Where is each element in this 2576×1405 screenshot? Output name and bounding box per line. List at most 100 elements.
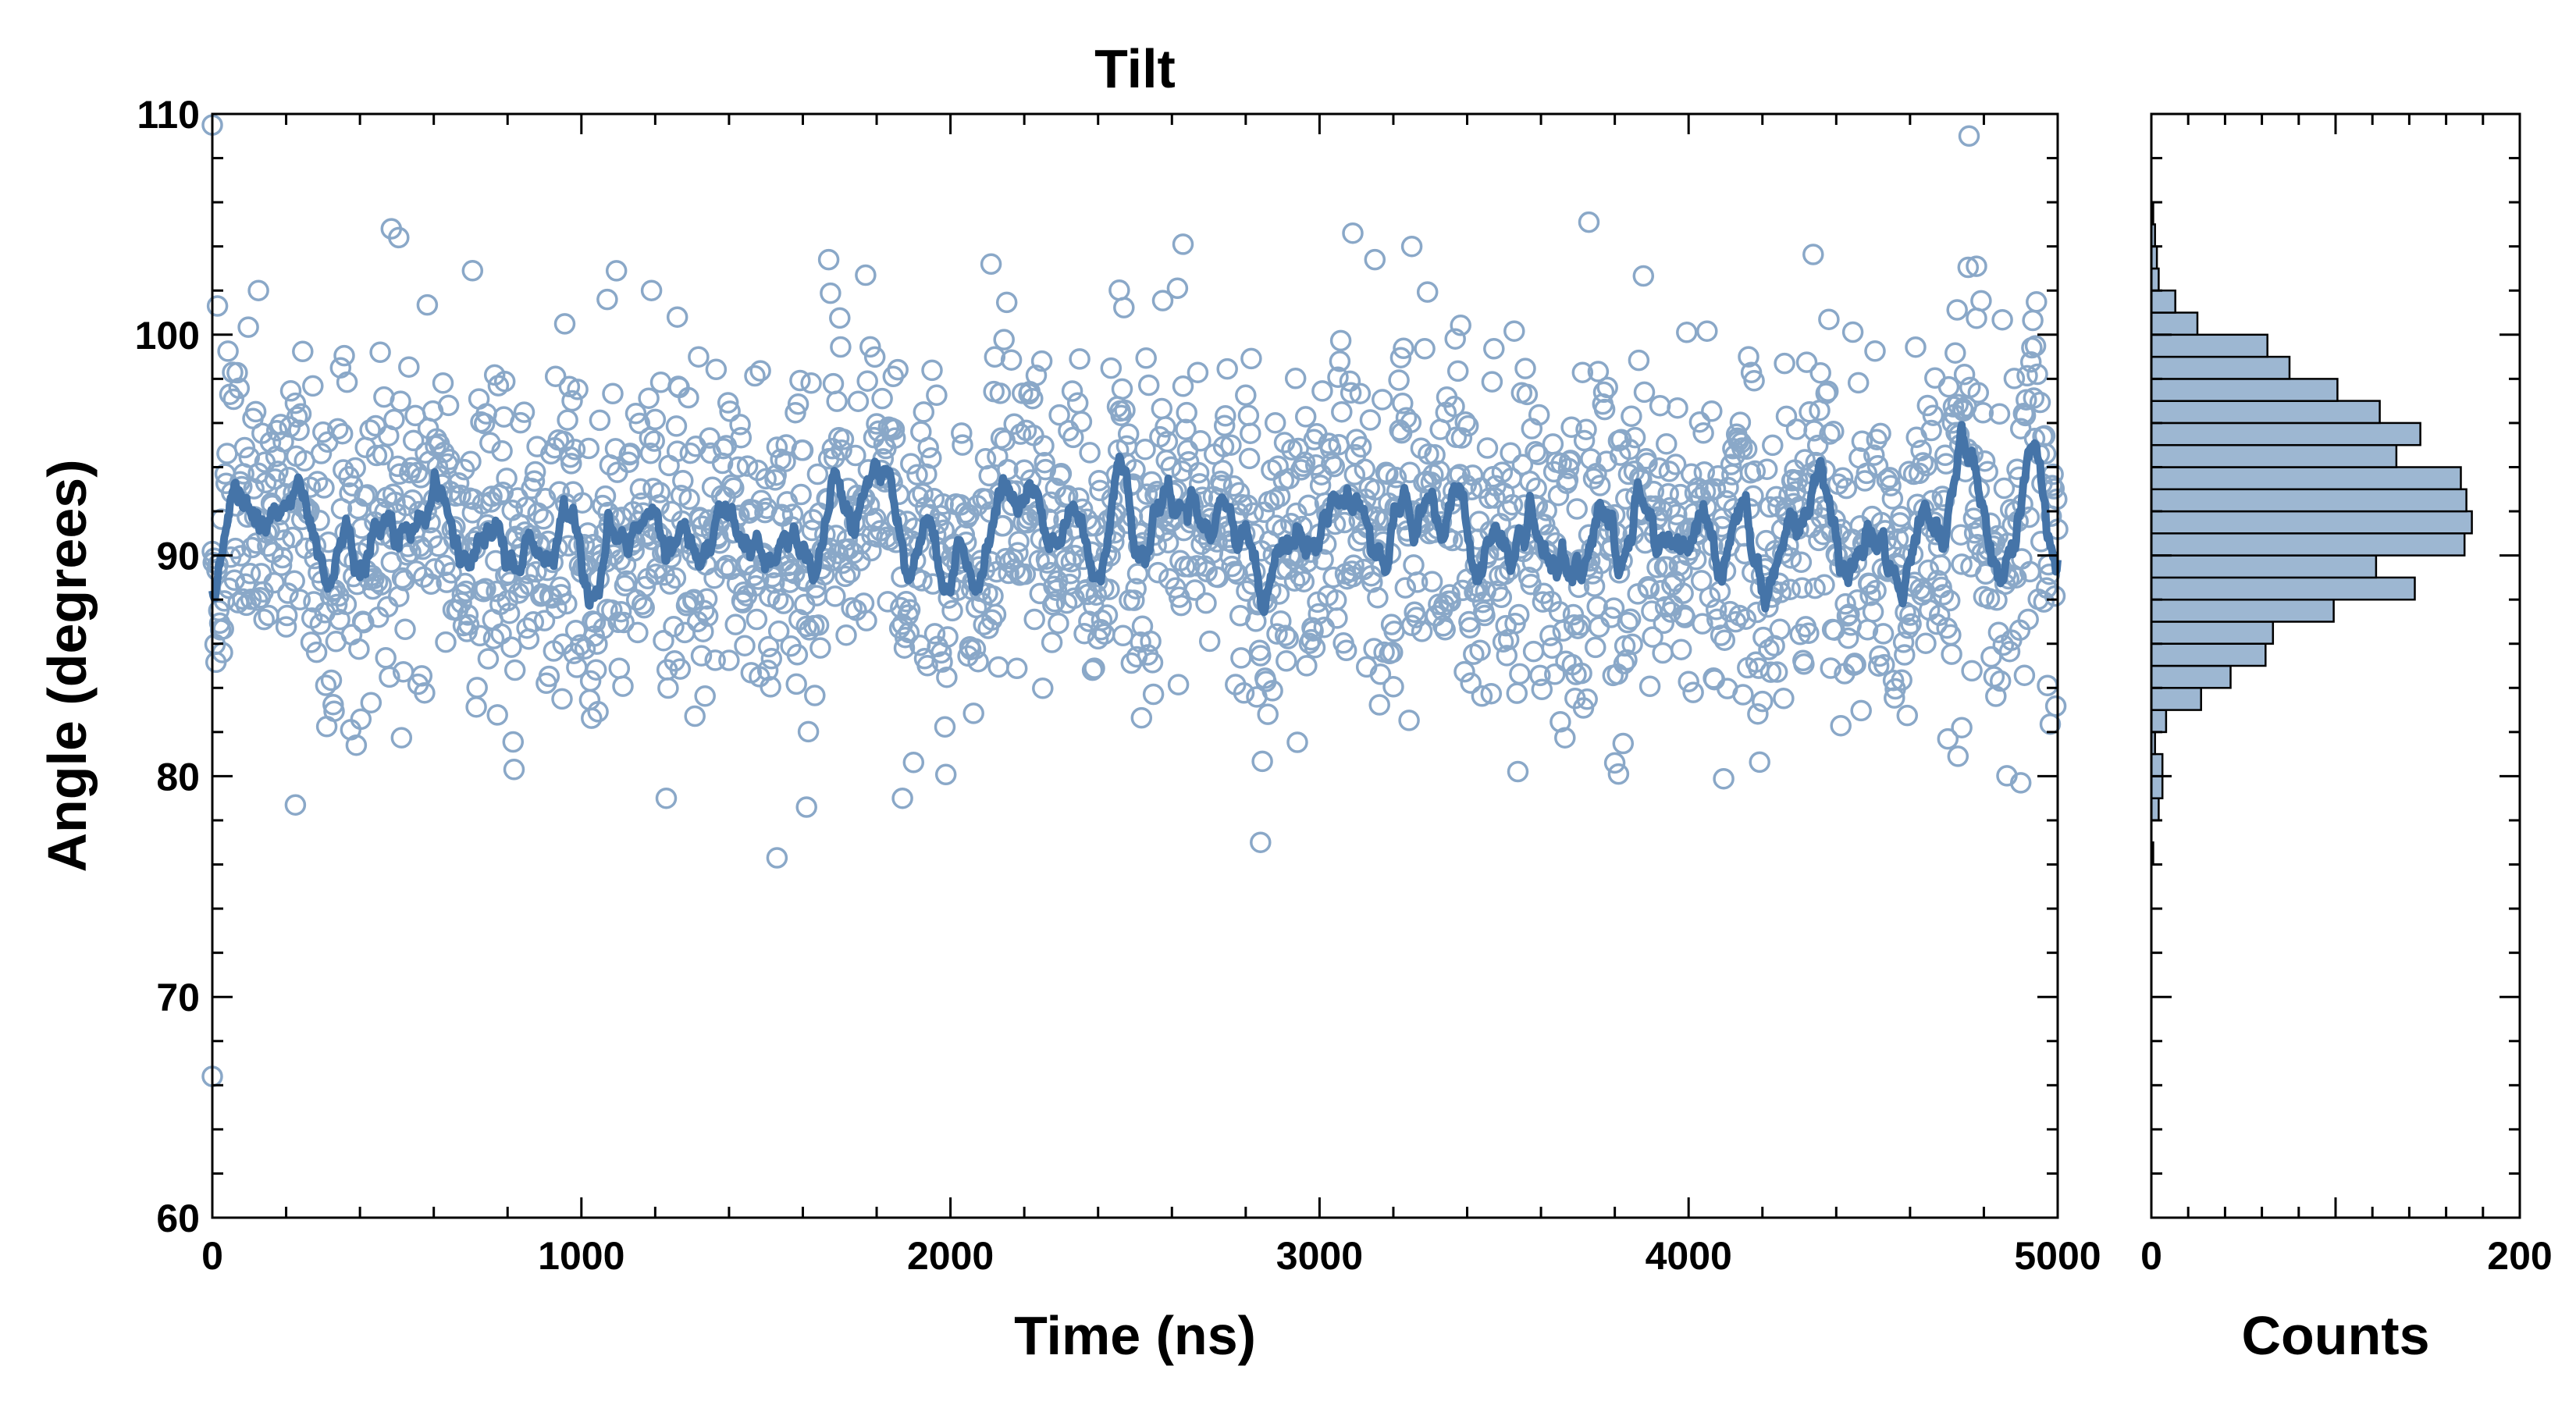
histogram-bar (2150, 400, 2381, 425)
scatter-point (1112, 624, 1134, 647)
scatter-point (640, 279, 663, 301)
scatter-point (772, 592, 795, 614)
scatter-point (887, 358, 909, 381)
scatter-point (845, 444, 866, 467)
scatter-point (1306, 423, 1328, 445)
scatter-point (1096, 604, 1119, 626)
scatter-point (1172, 233, 1194, 255)
scatter-point (551, 688, 573, 710)
scatter-point (820, 282, 841, 304)
scatter-point (1293, 571, 1315, 592)
scatter-point (795, 615, 817, 638)
scatter-point (592, 494, 614, 517)
scatter-point (1364, 478, 1386, 501)
histogram-x-tick-label: 0 (2140, 1234, 2162, 1278)
scatter-point (1735, 438, 1758, 461)
scatter-point (1446, 360, 1469, 382)
scatter-point (313, 477, 335, 499)
scatter-point (719, 400, 741, 422)
scatter-point (388, 226, 410, 249)
scatter-point (1944, 342, 1966, 364)
scatter-point (1454, 411, 1476, 433)
scatter-point (835, 624, 857, 646)
scatter-point (1141, 652, 1164, 674)
scatter-point (1809, 361, 1831, 384)
scatter-point (608, 657, 631, 679)
scatter-point (282, 526, 304, 549)
scatter-point (1937, 727, 1959, 750)
scatter-point (693, 599, 715, 622)
scatter-point (1312, 549, 1334, 571)
scatter-point (1025, 365, 1048, 386)
scatter-point (1468, 510, 1490, 532)
scatter-point (1113, 297, 1135, 318)
scatter-point (435, 631, 457, 653)
scatter-point (481, 486, 503, 507)
scatter-point (1908, 462, 1930, 485)
scatter-point (2026, 363, 2048, 386)
scatter-point (1554, 727, 1576, 749)
scatter-point (1756, 458, 1778, 480)
scatter-point (1495, 614, 1517, 637)
histogram-bar (2150, 443, 2398, 468)
scatter-point (1950, 524, 1972, 546)
x-tick-label: 3000 (1276, 1234, 1363, 1278)
scatter-point (1421, 571, 1443, 592)
scatter-point (1385, 467, 1407, 489)
scatter-point (1864, 340, 1886, 362)
scatter-point (1125, 578, 1147, 599)
scatter-point (1830, 714, 1852, 737)
scatter-point (1966, 255, 1987, 277)
scatter-point (981, 609, 1003, 631)
scatter-point (1884, 687, 1905, 709)
scatter-point (267, 461, 289, 482)
scatter-point (1813, 574, 1835, 596)
scatter-point (1392, 393, 1414, 414)
scatter-point (1069, 348, 1091, 370)
scatter-point (348, 638, 370, 660)
scatter-point (1007, 542, 1029, 564)
scatter-point (206, 295, 229, 317)
scatter-point (1156, 430, 1179, 453)
scatter-point (1091, 609, 1113, 631)
scatter-point (327, 418, 349, 440)
scatter-point (461, 260, 484, 282)
scatter-point (1881, 488, 1904, 510)
scatter-point (1841, 321, 1864, 343)
scatter-point (2037, 674, 2058, 696)
scatter-point (594, 485, 617, 507)
scatter-point (856, 610, 877, 631)
scatter-point (1704, 478, 1727, 500)
scatter-point (601, 599, 623, 621)
scatter-point (1920, 419, 1942, 442)
x-tick-label: 4000 (1646, 1234, 1732, 1278)
scatter-point (1222, 475, 1245, 497)
scatter-point (1896, 704, 1919, 727)
scatter-point (1233, 682, 1255, 704)
scatter-point (217, 340, 239, 362)
scatter-point (1190, 430, 1212, 452)
scatter-point (434, 554, 456, 577)
scatter-point (995, 291, 1018, 314)
scatter-point (1638, 675, 1661, 697)
scatter-point (1030, 350, 1053, 372)
scatter-point (1688, 411, 1711, 433)
scatter-point (1710, 624, 1732, 646)
histogram-bar (2150, 598, 2335, 623)
scatter-point (1041, 631, 1063, 653)
scatter-point (1563, 614, 1585, 636)
scatter-point (990, 427, 1012, 449)
y-tick-label: 110 (137, 93, 200, 137)
histogram-bar (2150, 510, 2473, 535)
scatter-point (1522, 640, 1545, 663)
scatter-point (1140, 630, 1162, 653)
scatter-point (1028, 550, 1050, 571)
scatter-point (1453, 660, 1475, 683)
scatter-point (902, 752, 925, 774)
scatter-point (1970, 290, 1992, 312)
scatter-point (1186, 555, 1208, 577)
scatter-point (964, 638, 987, 660)
scatter-point (1566, 498, 1588, 520)
scatter-point (1032, 678, 1054, 699)
scatter-point (665, 415, 688, 437)
